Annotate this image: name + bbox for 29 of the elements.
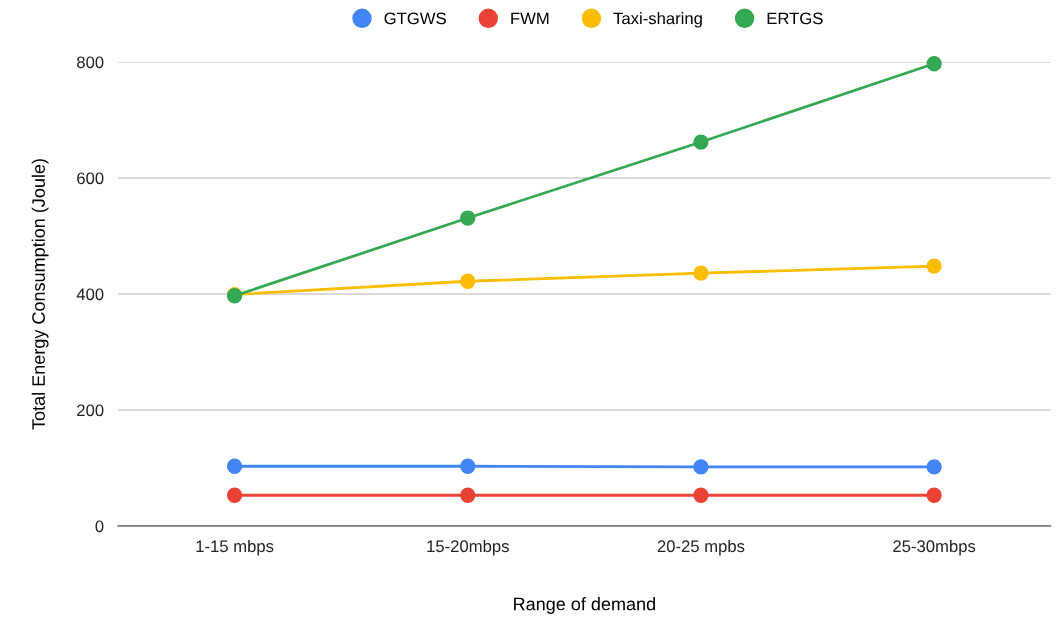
y-axis-title: Total Energy Consumption (Joule)	[31, 159, 49, 430]
y-tick-label: 200	[77, 404, 104, 417]
x-tick-label: 1-15 mbps	[196, 539, 274, 556]
y-tick-label: 0	[95, 520, 104, 533]
point	[926, 459, 942, 475]
point	[693, 487, 709, 503]
x-tick-label: 25-30mbps	[893, 539, 976, 556]
legend-label: FWM	[511, 12, 549, 25]
point	[926, 258, 942, 274]
point	[693, 265, 709, 281]
point	[226, 458, 243, 474]
point	[460, 458, 476, 474]
point	[926, 487, 942, 503]
point	[460, 487, 476, 503]
point	[693, 459, 709, 475]
point	[460, 273, 476, 289]
x-tick-label: 15-20mbps	[427, 539, 509, 556]
legend-label: Taxi-sharing	[613, 12, 702, 28]
point	[226, 487, 243, 503]
y-tick-label: 400	[76, 288, 104, 301]
x-tick-label: 20-25 mpbs	[657, 539, 745, 556]
y-tick-label: 600	[77, 172, 104, 185]
y-tick-label: 800	[77, 56, 104, 69]
point	[460, 210, 476, 226]
point	[693, 134, 709, 150]
legend-label: ERTGS	[767, 12, 823, 25]
legend-label: GTGWS	[384, 12, 446, 25]
point	[926, 56, 942, 72]
x-axis-title: Range of demand	[514, 597, 655, 614]
